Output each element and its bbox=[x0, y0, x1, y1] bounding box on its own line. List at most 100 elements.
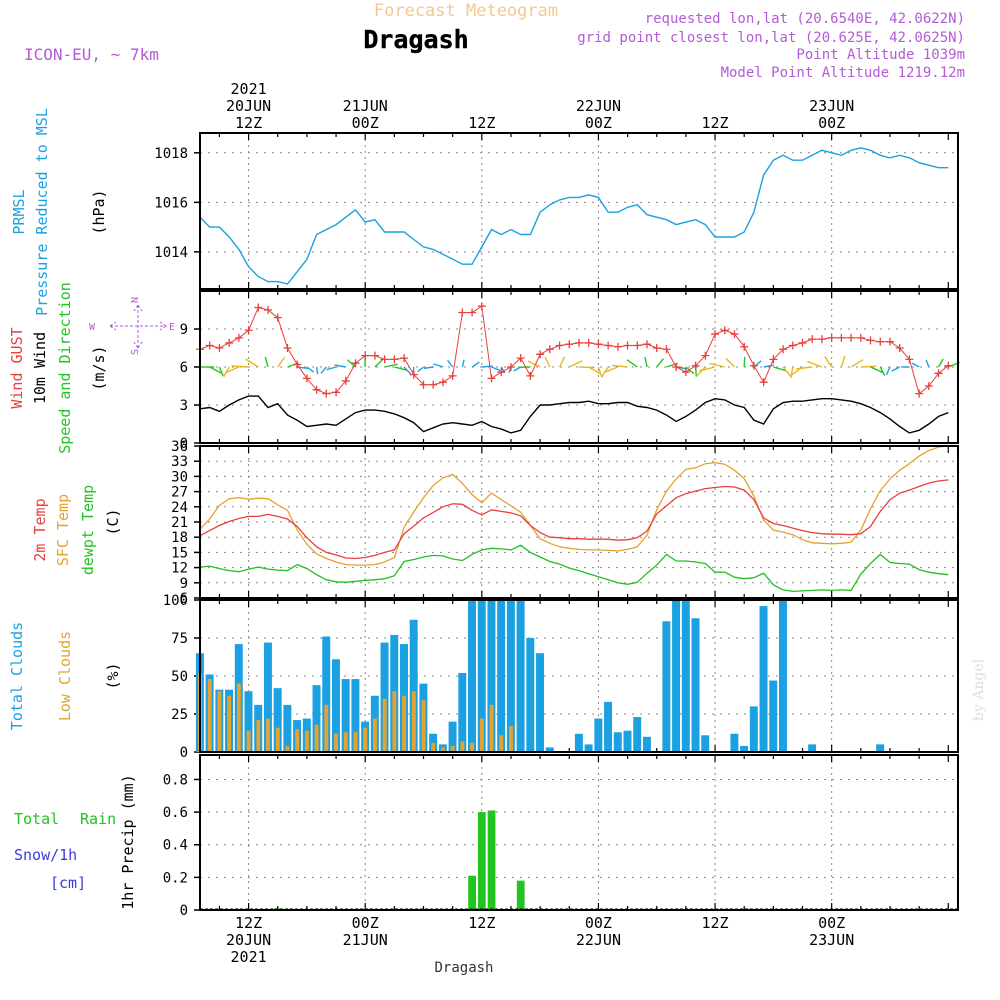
y-tick-label: 6 bbox=[180, 360, 188, 376]
wind-direction-arrow bbox=[447, 359, 454, 368]
low-cloud-bar bbox=[256, 720, 261, 752]
top-time-label: 23JUN bbox=[809, 97, 854, 115]
low-cloud-bar bbox=[372, 718, 377, 752]
total-cloud-bar bbox=[526, 638, 535, 752]
gust-point bbox=[924, 382, 933, 390]
gust-point bbox=[652, 344, 661, 352]
gust-point bbox=[215, 344, 224, 352]
gust-point bbox=[837, 333, 846, 342]
y-tick-label: 0.2 bbox=[163, 870, 188, 886]
wind-direction-arrow bbox=[306, 366, 315, 373]
top-time-label: 2021 bbox=[231, 80, 267, 98]
y-tick-label: 100 bbox=[163, 593, 188, 609]
gust-point bbox=[555, 341, 564, 350]
gust-point bbox=[827, 333, 836, 342]
wind-direction-arrow bbox=[384, 363, 398, 368]
top-time-label: 00Z bbox=[818, 114, 845, 132]
wind-direction-arrow bbox=[578, 366, 595, 369]
wind-direction-arrow bbox=[840, 355, 846, 368]
prmsl-label: PRMSL bbox=[10, 189, 28, 234]
low-cloud-bar bbox=[382, 698, 387, 752]
gust-point bbox=[565, 340, 574, 349]
y-tick-label: 9 bbox=[180, 576, 188, 592]
dewpt-label: dewpt Temp bbox=[79, 485, 97, 575]
gust-point bbox=[516, 354, 525, 363]
wind-direction-arrow bbox=[891, 366, 901, 372]
low-cloud-bar bbox=[421, 700, 426, 752]
panel-border bbox=[199, 132, 959, 290]
total-cloud-bar bbox=[778, 600, 787, 752]
y-tick-label: 15 bbox=[171, 545, 188, 561]
total-cloud-bar bbox=[322, 636, 331, 752]
total-cloud-bar bbox=[574, 733, 583, 752]
rain-label: Rain bbox=[80, 810, 116, 828]
wind-direction-arrow bbox=[471, 361, 480, 368]
gust-point bbox=[497, 368, 506, 377]
total-cloud-bar bbox=[604, 701, 613, 752]
gust-point bbox=[506, 363, 515, 371]
total-cloud-bar bbox=[594, 718, 603, 752]
gust-point bbox=[749, 361, 758, 370]
bottom-time-label: 21JUN bbox=[343, 931, 388, 949]
gust-point bbox=[302, 374, 311, 383]
y-tick-label: 50 bbox=[171, 669, 188, 685]
gust-point bbox=[915, 389, 924, 398]
gust-point bbox=[720, 326, 729, 335]
low-cloud-bar bbox=[441, 747, 445, 752]
top-time-label: 12Z bbox=[702, 114, 729, 132]
wind-direction-arrow bbox=[911, 362, 920, 368]
low-cloud-bar bbox=[304, 730, 309, 752]
prmsl-desc-label: Pressure Reduced to MSL bbox=[33, 108, 51, 316]
gust-point bbox=[876, 337, 885, 346]
dewpt-line bbox=[199, 544, 949, 593]
wind-direction-arrow bbox=[790, 366, 794, 379]
wind10m-label: 10m Wind bbox=[31, 332, 49, 404]
wind-direction-arrow bbox=[696, 366, 706, 377]
wind-direction-arrow bbox=[568, 360, 583, 368]
y-tick-label: 0.4 bbox=[163, 838, 188, 854]
wind-direction-arrow bbox=[743, 356, 746, 368]
low-cloud-bar bbox=[217, 691, 222, 752]
gust-point bbox=[866, 336, 875, 345]
wind-direction-arrow bbox=[491, 366, 501, 372]
low-cloud-bar bbox=[402, 695, 407, 752]
cloud-side-labels: Total Clouds Low Clouds (%) bbox=[8, 622, 122, 730]
total-cloud-bar bbox=[331, 659, 340, 752]
gust-point bbox=[458, 308, 467, 317]
wind-direction-arrow bbox=[699, 366, 716, 372]
wind-direction-arrow bbox=[603, 366, 619, 373]
top-time-label: 00Z bbox=[352, 114, 379, 132]
bottom-time-label: 22JUN bbox=[576, 931, 621, 949]
gust-point bbox=[341, 376, 350, 385]
rain-bar bbox=[487, 810, 496, 910]
total-cloud-bar bbox=[672, 600, 681, 752]
low-cloud-bar bbox=[236, 683, 241, 752]
bottom-time-label: 00Z bbox=[585, 914, 612, 932]
total-cloud-bar bbox=[312, 685, 321, 752]
gust-point bbox=[487, 374, 496, 383]
precip-side-labels: Total Rain Snow/1h [cm] 1hr Precip (mm) bbox=[14, 774, 137, 909]
snow-label: Snow/1h bbox=[14, 846, 77, 864]
wind-direction-arrow bbox=[656, 358, 664, 368]
low-cloud-bar bbox=[246, 730, 251, 752]
wind-direction-arrow bbox=[644, 356, 648, 368]
total-cloud-bar bbox=[808, 744, 817, 752]
gust-point bbox=[584, 338, 593, 347]
wind-direction-arrow bbox=[527, 360, 541, 368]
total-cloud-bar bbox=[283, 704, 292, 752]
gust-point bbox=[526, 371, 535, 380]
total-cloud-bar bbox=[263, 642, 272, 752]
low-cloud-bar bbox=[275, 727, 280, 752]
gust-point bbox=[254, 303, 263, 312]
y-tick-label: 1014 bbox=[154, 245, 188, 261]
panel-border bbox=[199, 754, 959, 911]
panel-border bbox=[199, 445, 959, 599]
y-tick-label: 25 bbox=[171, 707, 188, 723]
gust-point bbox=[380, 355, 389, 364]
gust-point bbox=[429, 380, 438, 389]
wind-direction-arrow bbox=[588, 366, 602, 375]
y-tick-label: 0.6 bbox=[163, 805, 188, 821]
total-cloud-bar bbox=[730, 733, 739, 752]
